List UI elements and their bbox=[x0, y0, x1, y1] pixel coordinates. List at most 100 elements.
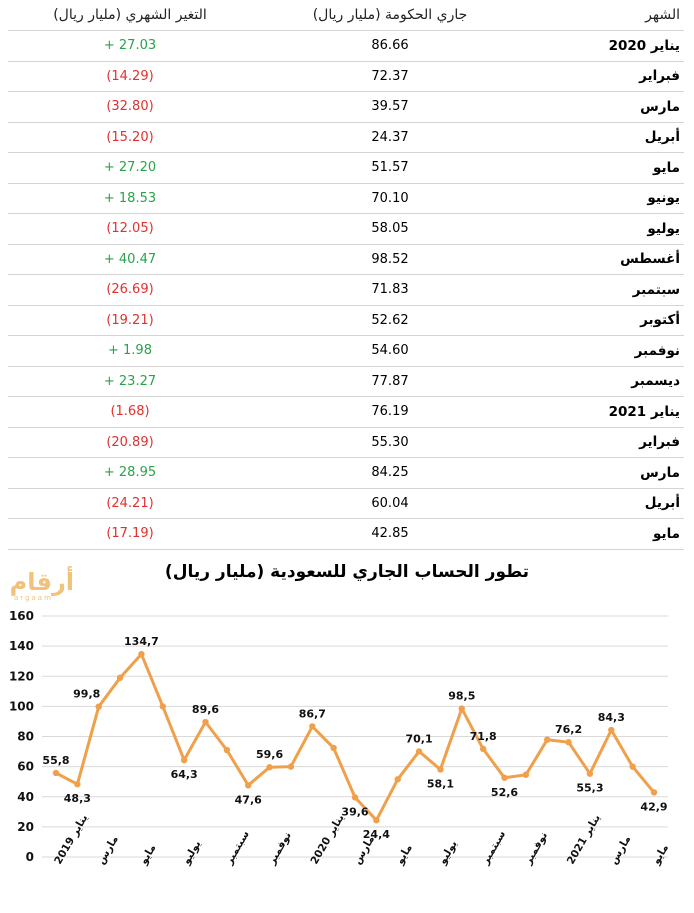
x-tick-label: يناير 2020 bbox=[308, 812, 346, 866]
table-row: فبراير 72.37 (14.29) bbox=[8, 62, 684, 92]
table-row: سبتمبر 71.83 (26.69) bbox=[8, 275, 684, 306]
table-row: أغسطس 98.52 + 40.47 bbox=[8, 245, 684, 275]
month-cell: أبريل bbox=[644, 495, 680, 512]
logo-text: أرقام bbox=[9, 568, 74, 596]
table-row: أكتوبر 52.62 (19.21) bbox=[8, 306, 684, 336]
y-tick-label: 80 bbox=[17, 730, 34, 744]
data-point bbox=[522, 771, 530, 778]
balance-value: 58.05 bbox=[371, 221, 409, 237]
y-tick-label: 40 bbox=[17, 790, 34, 804]
balance-value: 72.37 bbox=[371, 68, 409, 84]
balance-cell: 76.19 bbox=[250, 404, 530, 419]
y-tick-label: 60 bbox=[17, 760, 34, 774]
month-cell: أبريل bbox=[644, 129, 680, 146]
table-row: مارس 84.25 + 28.95 bbox=[8, 458, 684, 489]
data-label: 89,6 bbox=[192, 703, 219, 716]
table-row: ديسمبر 77.87 + 23.27 bbox=[8, 367, 684, 397]
x-tick-label: مايو bbox=[137, 842, 158, 867]
table-row: مارس 39.57 (32.80) bbox=[8, 92, 684, 123]
change-value: + 23.27 bbox=[103, 373, 157, 389]
y-tick-label: 120 bbox=[9, 669, 34, 683]
balance-value: 60.04 bbox=[371, 495, 409, 511]
change-value: + 40.47 bbox=[103, 251, 157, 267]
balance-cell: 70.10 bbox=[250, 191, 530, 206]
month-cell: مايو bbox=[653, 159, 680, 176]
month-cell: مايو bbox=[653, 525, 680, 542]
data-point bbox=[565, 739, 572, 746]
change-cell: (15.20) bbox=[10, 130, 250, 145]
change-value: (15.20) bbox=[106, 129, 154, 145]
data-label: 47,6 bbox=[235, 793, 262, 806]
table-row: مايو 51.57 + 27.20 bbox=[8, 153, 684, 184]
month-cell: يونيو bbox=[647, 190, 680, 207]
balance-cell: 55.30 bbox=[250, 435, 530, 450]
balance-cell: 71.83 bbox=[250, 282, 530, 297]
header-change: التغير الشهري (مليار ريال) bbox=[53, 7, 207, 23]
table-row: يوليو 58.05 (12.05) bbox=[8, 214, 684, 245]
data-point bbox=[351, 794, 359, 801]
change-cell: + 1.98 bbox=[10, 343, 250, 358]
x-tick-label: يناير 2021 bbox=[565, 812, 603, 866]
change-value: + 18.53 bbox=[103, 190, 157, 206]
balance-cell: 51.57 bbox=[250, 160, 530, 175]
data-point bbox=[437, 766, 444, 773]
change-value: + 28.95 bbox=[103, 465, 157, 481]
x-tick-label: مارس bbox=[351, 834, 377, 867]
data-point bbox=[479, 745, 487, 753]
y-tick-label: 160 bbox=[9, 609, 34, 623]
data-label: 134,7 bbox=[124, 635, 159, 648]
month-cell: يناير 2020 bbox=[608, 37, 680, 54]
balance-cell: 86.66 bbox=[250, 38, 530, 53]
balance-cell: 77.87 bbox=[250, 374, 530, 389]
x-tick-label: مايو bbox=[393, 842, 414, 867]
data-point bbox=[180, 756, 188, 764]
y-tick-label: 140 bbox=[9, 639, 34, 653]
data-label: 71,8 bbox=[470, 730, 497, 743]
month-cell: أغسطس bbox=[620, 251, 680, 268]
change-cell: (24.21) bbox=[10, 496, 250, 511]
y-tick-label: 0 bbox=[26, 850, 34, 864]
data-point bbox=[330, 744, 337, 752]
y-tick-label: 20 bbox=[17, 820, 34, 834]
balance-value: 52.62 bbox=[371, 312, 409, 328]
balance-cell: 39.57 bbox=[250, 99, 530, 114]
data-label: 64,3 bbox=[171, 768, 198, 781]
data-label: 55,3 bbox=[576, 782, 603, 795]
month-cell: فبراير bbox=[639, 434, 680, 451]
balance-value: 24.37 bbox=[371, 129, 409, 145]
balance-cell: 72.37 bbox=[250, 69, 530, 84]
data-label: 58,1 bbox=[427, 777, 454, 790]
data-point bbox=[629, 763, 636, 770]
balance-value: 55.30 bbox=[371, 434, 409, 450]
data-label: 48,3 bbox=[64, 792, 91, 805]
table-row: مايو 42.85 (17.19) bbox=[8, 519, 684, 550]
table-row: فبراير 55.30 (20.89) bbox=[8, 428, 684, 458]
x-tick-label: نوفمبر bbox=[265, 830, 294, 867]
change-cell: + 18.53 bbox=[10, 191, 250, 206]
data-point bbox=[501, 774, 508, 781]
data-label: 76,2 bbox=[555, 723, 582, 736]
x-tick-label: نوفمبر bbox=[522, 830, 551, 867]
data-point bbox=[95, 703, 102, 710]
header-balance: جاري الحكومة (مليار ريال) bbox=[312, 7, 468, 23]
data-point bbox=[245, 782, 252, 789]
change-cell: (17.19) bbox=[10, 526, 250, 541]
logo-subtext: argaam bbox=[14, 594, 53, 602]
data-point bbox=[223, 746, 231, 754]
balance-value: 77.87 bbox=[371, 373, 409, 389]
change-cell: (20.89) bbox=[10, 435, 250, 450]
data-point bbox=[287, 763, 295, 770]
x-tick-label: مارس bbox=[95, 834, 121, 867]
data-label: 98,5 bbox=[448, 690, 475, 703]
current-account-line-chart: 0 20 40 60 80 100 120 140 160 55,8 48,3 99,8 134,7 64… bbox=[9, 609, 671, 868]
data-point bbox=[415, 748, 423, 755]
month-cell: سبتمبر bbox=[632, 281, 680, 298]
x-tick-label: سبتمبر bbox=[479, 829, 508, 868]
change-cell: (14.29) bbox=[10, 69, 250, 84]
table-row: نوفمبر 54.60 + 1.98 bbox=[8, 336, 684, 367]
data-label: 52,6 bbox=[491, 786, 518, 799]
x-tick-label: يوليو bbox=[436, 839, 460, 868]
change-value: (12.05) bbox=[106, 221, 154, 237]
change-cell: (32.80) bbox=[10, 99, 250, 114]
balance-cell: 84.25 bbox=[250, 465, 530, 480]
